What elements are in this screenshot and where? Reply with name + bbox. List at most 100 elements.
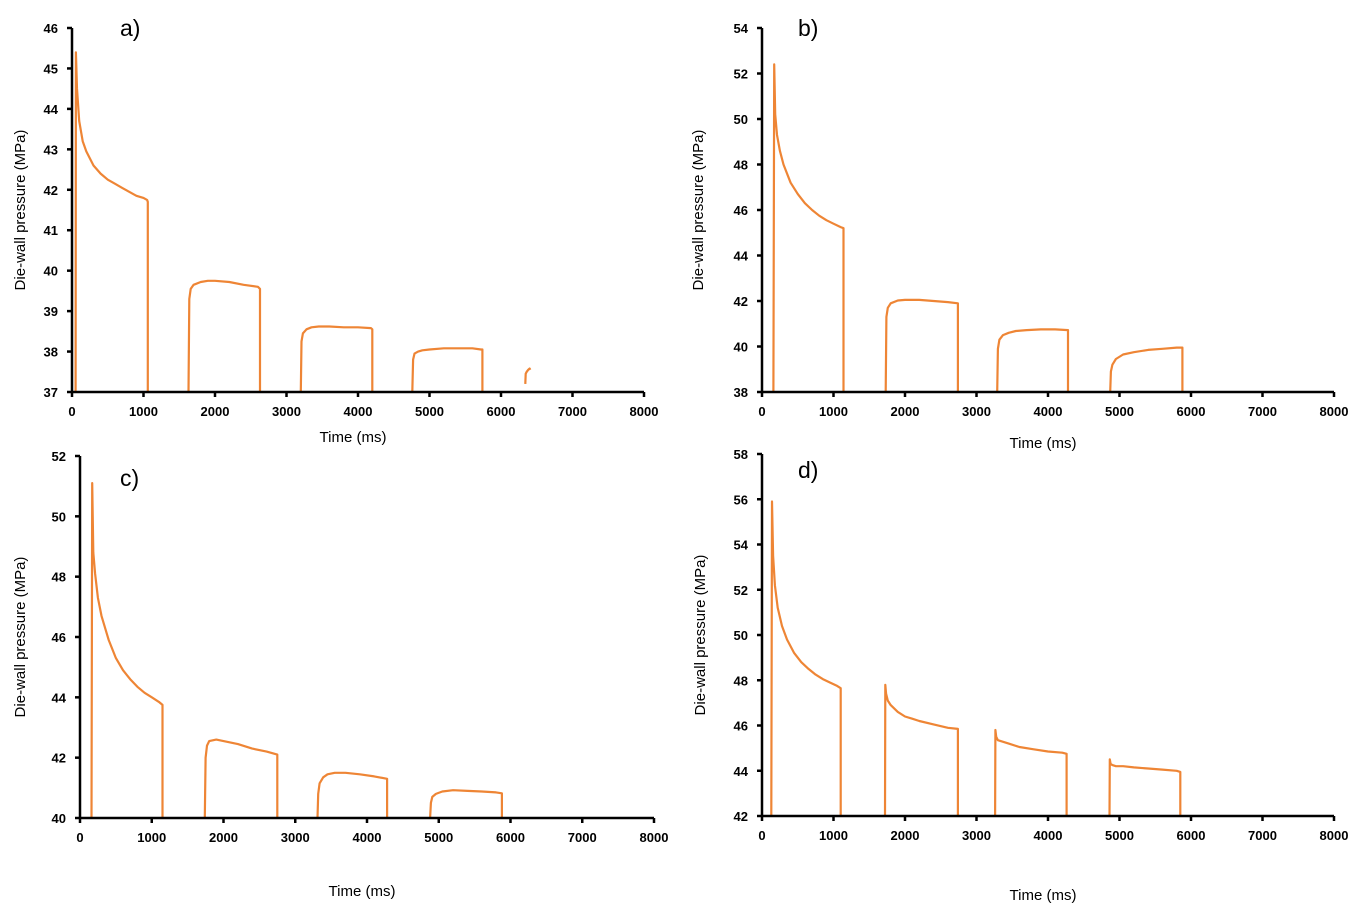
x-tick-label: 6000	[496, 830, 525, 845]
x-axis-label: Time (ms)	[329, 883, 396, 900]
y-tick-label: 37	[44, 385, 58, 400]
y-tick-label: 40	[44, 264, 58, 279]
series-segment-c-2	[203, 738, 279, 819]
series-segment-a-5	[524, 367, 532, 384]
x-tick-label: 5000	[415, 404, 444, 419]
y-axis-label: Die-wall pressure (MPa)	[690, 130, 707, 291]
panel-label: a)	[120, 15, 140, 41]
x-tick-label: 7000	[1248, 404, 1277, 419]
series-segment-a-3	[299, 325, 374, 393]
y-tick-label: 46	[734, 719, 748, 734]
panel-label: b)	[798, 15, 818, 41]
x-tick-label: 4000	[1034, 828, 1063, 843]
y-tick-label: 43	[44, 142, 58, 157]
y-tick-label: 38	[734, 385, 748, 400]
x-tick-label: 0	[68, 404, 75, 419]
panel-label: c)	[120, 465, 139, 491]
y-tick-label: 42	[44, 183, 58, 198]
x-tick-label: 0	[758, 828, 765, 843]
y-tick-label: 52	[734, 67, 748, 82]
y-tick-label: 41	[44, 223, 58, 238]
y-tick-label: 50	[734, 628, 748, 643]
series-segment-a-2	[187, 279, 262, 393]
series-segment-b-1	[772, 63, 845, 393]
y-tick-label: 45	[44, 61, 58, 76]
x-tick-label: 4000	[353, 830, 382, 845]
y-tick-label: 42	[734, 294, 748, 309]
y-tick-label: 50	[734, 112, 748, 127]
series-segment-c-3	[316, 771, 389, 819]
y-tick-label: 42	[734, 809, 748, 824]
x-tick-label: 6000	[1177, 828, 1206, 843]
y-tick-label: 50	[52, 509, 66, 524]
y-tick-label: 38	[44, 345, 58, 360]
y-axis-label: Die-wall pressure (MPa)	[12, 130, 29, 291]
y-tick-label: 42	[52, 751, 66, 766]
x-tick-label: 3000	[272, 404, 301, 419]
x-tick-label: 6000	[487, 404, 516, 419]
chart-panel-c: 0 1000 2000 3000 4000 5000 6000 7000 8000 40 42 44 4…	[12, 449, 669, 900]
y-tick-label: 44	[734, 764, 749, 779]
chart-panel-d: 0 1000 2000 3000 4000 5000 6000 7000 8000 42 44 46 4…	[692, 447, 1349, 904]
x-axis-label: Time (ms)	[1010, 887, 1077, 904]
y-tick-label: 48	[734, 158, 748, 173]
series-segment-a-4	[411, 347, 484, 393]
x-tick-label: 1000	[137, 830, 166, 845]
series-segment-b-4	[1109, 346, 1184, 393]
x-tick-label: 1000	[819, 828, 848, 843]
y-tick-label: 44	[44, 102, 59, 117]
x-tick-label: 2000	[209, 830, 238, 845]
x-tick-label: 0	[76, 830, 83, 845]
x-tick-label: 8000	[630, 404, 659, 419]
x-tick-label: 4000	[1034, 404, 1063, 419]
x-tick-label: 2000	[201, 404, 230, 419]
series-segment-b-3	[996, 328, 1070, 393]
x-tick-label: 0	[758, 404, 765, 419]
series-segment-d-2	[883, 683, 959, 817]
x-tick-label: 8000	[1320, 404, 1349, 419]
y-tick-label: 48	[52, 570, 66, 585]
x-tick-label: 3000	[962, 828, 991, 843]
y-tick-label: 46	[44, 21, 58, 36]
y-tick-label: 54	[734, 538, 749, 553]
x-tick-label: 6000	[1177, 404, 1206, 419]
series-segment-a-1	[74, 51, 149, 393]
series-segment-d-3	[994, 728, 1068, 817]
panel-label: d)	[798, 457, 818, 483]
x-tick-label: 8000	[640, 830, 669, 845]
series-segment-d-4	[1108, 758, 1182, 817]
x-tick-label: 2000	[891, 828, 920, 843]
y-tick-label: 44	[52, 690, 67, 705]
y-tick-label: 39	[44, 304, 58, 319]
x-tick-label: 3000	[962, 404, 991, 419]
chart-panel-b: 0 1000 2000 3000 4000 5000 6000 7000 8000 38 40 42 4…	[690, 15, 1349, 452]
y-axis-label: Die-wall pressure (MPa)	[692, 555, 709, 716]
y-axis-label: Die-wall pressure (MPa)	[12, 557, 29, 718]
x-tick-label: 8000	[1320, 828, 1349, 843]
x-tick-label: 7000	[558, 404, 587, 419]
x-tick-label: 7000	[568, 830, 597, 845]
x-tick-label: 2000	[891, 404, 920, 419]
y-tick-label: 58	[734, 447, 748, 462]
x-tick-label: 3000	[281, 830, 310, 845]
y-tick-label: 48	[734, 673, 748, 688]
x-tick-label: 7000	[1248, 828, 1277, 843]
series-segment-b-2	[884, 298, 959, 393]
y-tick-label: 46	[52, 630, 66, 645]
series-segment-d-1	[770, 500, 842, 817]
y-tick-label: 44	[734, 249, 749, 264]
x-tick-label: 1000	[129, 404, 158, 419]
y-tick-label: 40	[52, 811, 66, 826]
x-tick-label: 5000	[424, 830, 453, 845]
x-axis-label: Time (ms)	[1010, 435, 1077, 452]
series-segment-c-1	[90, 482, 164, 819]
y-tick-label: 52	[52, 449, 66, 464]
y-tick-label: 40	[734, 340, 748, 355]
x-tick-label: 1000	[819, 404, 848, 419]
chart-panel-a: 0 1000 2000 3000 4000 5000 6000 7000 8000 37 38 39 4…	[12, 15, 659, 446]
x-tick-label: 4000	[344, 404, 373, 419]
y-tick-label: 56	[734, 492, 748, 507]
x-axis-label: Time (ms)	[320, 429, 387, 446]
y-tick-label: 54	[734, 21, 749, 36]
y-tick-label: 46	[734, 203, 748, 218]
